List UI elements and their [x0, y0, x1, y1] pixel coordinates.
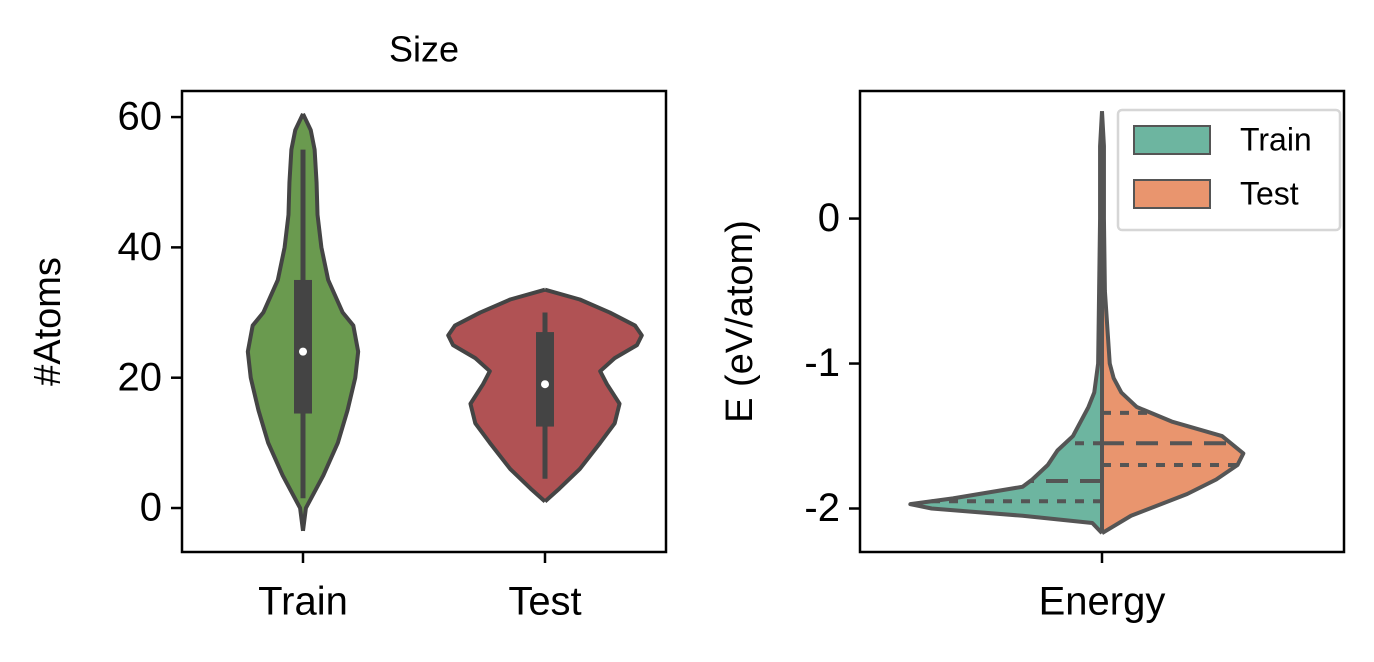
median [541, 380, 549, 389]
violin-half [908, 111, 1104, 535]
legend-swatch [1133, 179, 1211, 209]
axes-frame [858, 89, 1346, 554]
box [294, 279, 312, 414]
y-tick-label: 0 [140, 486, 162, 530]
x-tick-label: Energy [1039, 580, 1166, 624]
y-tick-label: 40 [118, 225, 163, 269]
violin-right [301, 112, 361, 532]
legend-swatch [1133, 125, 1211, 155]
x-tick-label: Test [508, 580, 581, 624]
violin-left [446, 287, 547, 503]
axes-frame [180, 89, 668, 554]
violin-left [245, 112, 305, 532]
y-tick-label: 0 [818, 196, 840, 240]
violin-right [543, 287, 644, 503]
x-tick-label: Train [258, 580, 348, 624]
legend-label: Train [1240, 121, 1312, 157]
box [536, 332, 554, 427]
y-tick-label: -1 [804, 341, 840, 385]
y-axis-label: #Atoms [27, 257, 69, 386]
y-tick-label: 60 [118, 95, 163, 139]
violin-half [1100, 111, 1246, 535]
legend-label: Test [1240, 175, 1299, 211]
y-axis-label: E (eV/atom) [719, 220, 761, 423]
median [299, 347, 307, 356]
chart-title: Size [389, 29, 459, 70]
y-tick-label: -2 [804, 486, 840, 530]
y-tick-label: 20 [118, 355, 163, 399]
